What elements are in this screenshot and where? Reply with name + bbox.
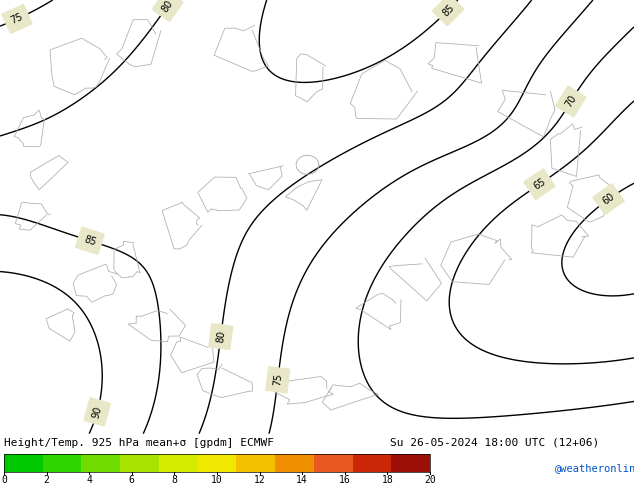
Text: 85: 85 xyxy=(440,2,456,18)
Bar xyxy=(314,454,353,472)
Bar xyxy=(198,454,236,472)
Bar xyxy=(4,454,42,472)
Bar xyxy=(159,454,198,472)
Text: 8: 8 xyxy=(171,475,178,485)
Text: 65: 65 xyxy=(531,176,547,192)
Text: 18: 18 xyxy=(382,475,393,485)
Text: Su 26-05-2024 18:00 UTC (12+06): Su 26-05-2024 18:00 UTC (12+06) xyxy=(390,438,599,448)
Text: 6: 6 xyxy=(129,475,135,485)
Text: 0: 0 xyxy=(1,475,7,485)
Bar xyxy=(275,454,314,472)
Text: 12: 12 xyxy=(254,475,266,485)
Text: 70: 70 xyxy=(564,94,578,109)
Text: @weatheronline.co.uk: @weatheronline.co.uk xyxy=(555,463,634,473)
Text: 85: 85 xyxy=(82,234,97,247)
Text: Height/Temp. 925 hPa mean+σ [gpdm] ECMWF: Height/Temp. 925 hPa mean+σ [gpdm] ECMWF xyxy=(4,438,274,448)
Text: 16: 16 xyxy=(339,475,351,485)
Text: 10: 10 xyxy=(211,475,223,485)
Text: 75: 75 xyxy=(10,12,25,26)
Text: 80: 80 xyxy=(160,0,175,14)
Text: 4: 4 xyxy=(86,475,92,485)
Bar xyxy=(81,454,120,472)
Text: 90: 90 xyxy=(91,405,104,419)
Text: 75: 75 xyxy=(272,373,283,387)
Text: 20: 20 xyxy=(424,475,436,485)
Bar xyxy=(42,454,81,472)
Text: 60: 60 xyxy=(600,192,616,207)
Text: 2: 2 xyxy=(44,475,49,485)
Bar xyxy=(120,454,159,472)
Text: 80: 80 xyxy=(215,330,226,343)
Bar xyxy=(391,454,430,472)
Bar xyxy=(236,454,275,472)
Text: 14: 14 xyxy=(296,475,308,485)
Bar xyxy=(353,454,391,472)
